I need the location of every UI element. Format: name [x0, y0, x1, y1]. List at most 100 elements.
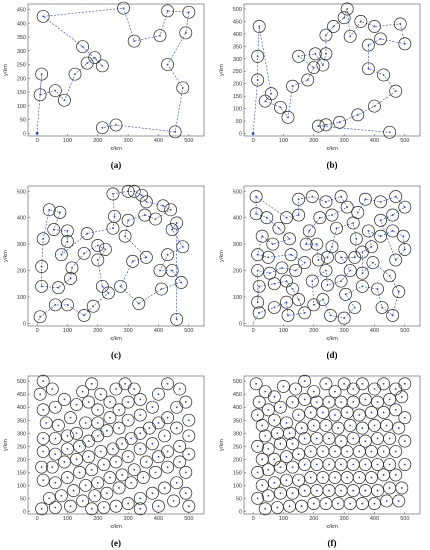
- coverage-circle: [173, 439, 187, 453]
- sensor-point: [96, 481, 99, 484]
- coverage-circle: [115, 468, 129, 482]
- coverage-circle: [91, 476, 105, 490]
- sensor-point: [394, 474, 397, 476]
- sensor-point: [325, 269, 327, 272]
- coverage-circle: [251, 295, 265, 309]
- coverage-circle: [354, 15, 368, 28]
- coverage-circle: [307, 61, 321, 74]
- sensor-point: [264, 390, 267, 393]
- coverage-circle: [374, 32, 387, 46]
- sensor-point: [326, 256, 329, 259]
- sensor-point: [166, 382, 169, 385]
- sensor-point: [184, 401, 187, 403]
- sensor-point: [312, 424, 315, 427]
- sensor-point: [273, 419, 276, 422]
- x-tick-label: 300: [124, 516, 133, 522]
- y-tick-label: 400: [17, 21, 26, 27]
- coverage-circle: [33, 88, 47, 102]
- sensor-point: [42, 380, 45, 383]
- sensor-point: [187, 11, 190, 14]
- coverage-circle: [334, 274, 348, 288]
- sensor-point: [40, 466, 43, 469]
- sensor-point: [264, 100, 267, 103]
- sensor-point: [258, 311, 261, 314]
- sensor-point: [112, 227, 114, 230]
- y-tick-label: 400: [233, 32, 242, 38]
- sensor-point: [81, 390, 84, 393]
- sensor-point: [311, 195, 314, 198]
- x-tick-label: 200: [93, 138, 102, 144]
- coverage-circle: [392, 285, 406, 299]
- sensor-point: [376, 463, 379, 466]
- coverage-circle: [358, 434, 372, 448]
- sensor-point: [184, 31, 187, 34]
- sensor-point: [294, 269, 297, 272]
- coverage-circle: [272, 221, 286, 235]
- sensor-point: [127, 401, 130, 403]
- sensor-point: [130, 437, 133, 440]
- coverage-circle: [258, 94, 272, 108]
- coverage-circle: [82, 450, 96, 464]
- coverage-circle: [54, 489, 68, 503]
- sensor-point: [325, 52, 327, 55]
- sensor-point: [118, 408, 120, 411]
- coverage-circle: [371, 395, 384, 409]
- sensor-point: [370, 476, 373, 479]
- panel-6: 0 100 200 300 400 500 0 50 100 150 200 250 300 350 400…: [218, 372, 424, 530]
- sensor-point: [166, 466, 169, 469]
- coverage-circle: [133, 442, 147, 456]
- y-tick-label: 350: [17, 418, 26, 424]
- coverage-circle: [53, 205, 67, 219]
- coverage-circle: [301, 73, 315, 87]
- coverage-circle: [286, 395, 299, 409]
- coverage-circle: [258, 429, 272, 443]
- coverage-circle: [304, 445, 318, 458]
- sensor-point: [352, 388, 355, 390]
- sensor-point: [337, 427, 339, 429]
- sensor-point: [381, 306, 383, 309]
- x-tick-label: 0: [252, 516, 255, 522]
- sensor-point: [40, 73, 43, 76]
- route-line: [36, 7, 190, 134]
- sensor-point: [181, 86, 184, 89]
- coverage-circle: [173, 382, 187, 396]
- sensor-point: [169, 208, 172, 211]
- y-tick-label: 400: [233, 216, 242, 222]
- sensor-point: [321, 298, 324, 301]
- y-tick-label: 400: [233, 405, 242, 411]
- sensor-point: [309, 450, 312, 453]
- coverage-circle: [340, 406, 354, 419]
- coverage-circle: [261, 403, 275, 417]
- coverage-circle: [386, 224, 400, 238]
- sensor-point: [315, 463, 318, 466]
- sensor-point: [39, 315, 42, 318]
- sensor-point: [39, 93, 42, 96]
- x-tick-label: 300: [340, 138, 349, 144]
- coverage-circle: [313, 211, 327, 225]
- coverage-circle: [398, 37, 412, 51]
- coverage-circle: [48, 501, 62, 514]
- coverage-circle: [365, 240, 378, 254]
- coverage-circle: [321, 250, 334, 264]
- sensor-point: [175, 481, 178, 484]
- sensor-point: [139, 448, 142, 450]
- coverage-circle: [280, 450, 293, 464]
- coverage-circle: [383, 393, 397, 406]
- coverage-circle: [61, 235, 74, 248]
- coverage-circle: [101, 286, 115, 300]
- panel-chart-svg: 0 100 200 300 400 500 0 100 200 300 400 500 x/km y/km: [219, 185, 421, 342]
- sensor-point: [394, 90, 397, 93]
- coverage-circle: [325, 208, 339, 222]
- sensor-point: [328, 401, 330, 403]
- y-tick-label: 350: [233, 44, 242, 50]
- coverage-circle: [251, 465, 265, 479]
- x-tick-label: 200: [93, 328, 102, 334]
- y-tick-label: 450: [17, 8, 26, 14]
- sensor-point: [261, 235, 264, 238]
- sensor-point: [361, 382, 364, 385]
- y-tick-label: 300: [17, 431, 26, 437]
- coverage-circle: [292, 49, 306, 63]
- coverage-circle: [252, 306, 266, 320]
- sensor-point: [352, 222, 355, 224]
- sensor-point: [321, 450, 324, 453]
